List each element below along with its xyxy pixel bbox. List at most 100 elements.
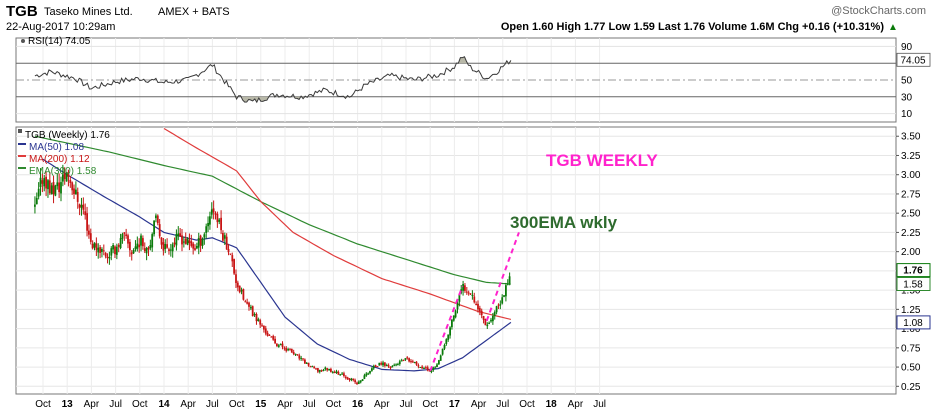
candle-body: [397, 364, 399, 366]
candle-body: [309, 366, 312, 368]
rsi-tick-label: 30: [901, 92, 913, 103]
candle-body: [279, 344, 282, 346]
date-tick-label: Oct: [35, 399, 51, 410]
candle-body: [281, 343, 284, 347]
candle-body: [48, 180, 51, 194]
candle-body: [235, 274, 237, 283]
candle-body: [475, 303, 477, 305]
candle-body: [147, 247, 150, 250]
candle-body: [400, 360, 403, 362]
candle-body: [357, 381, 360, 384]
price-tick-label: 0.75: [901, 343, 921, 354]
candle-body: [203, 234, 206, 238]
candle-body: [482, 316, 485, 320]
candle-body: [302, 358, 304, 360]
candle-body: [432, 367, 435, 371]
candle-body: [155, 215, 157, 219]
candle-body: [179, 233, 181, 237]
rsi-tick-label: 10: [901, 109, 913, 120]
candle-body: [220, 217, 222, 231]
price-grid: [16, 127, 896, 394]
candle-body: [227, 249, 230, 253]
candle-body: [127, 235, 129, 244]
candle-body: [242, 289, 245, 300]
price-tick-label: 2.50: [901, 209, 921, 220]
date-tick-label: Jul: [303, 399, 316, 410]
candle-body: [438, 360, 440, 365]
candle-body: [363, 375, 366, 379]
candle-body: [343, 373, 345, 376]
candle-body: [445, 339, 448, 344]
up-arrow-icon: ▲: [888, 22, 898, 33]
date-axis: Oct 13 Apr Jul Oct 14 Apr Jul Oct 15 Apr Jul Oct 16 Ap…: [35, 399, 606, 410]
candle-body: [320, 370, 323, 372]
candle-body: [318, 370, 321, 372]
candle-body: [331, 371, 334, 373]
candle-body: [162, 242, 165, 251]
candle-body: [175, 234, 178, 246]
candle-body: [84, 211, 87, 216]
candle-body: [317, 368, 319, 372]
candle-body: [272, 336, 275, 340]
candle-body: [274, 338, 276, 344]
candle-body: [296, 354, 299, 356]
date-tick-label: 14: [158, 399, 170, 410]
legend-price: TGB (Weekly) 1.76: [25, 130, 110, 141]
candle-body: [443, 345, 446, 349]
legend-ma200: MA(200) 1.12: [29, 154, 90, 165]
candle-body: [305, 362, 308, 364]
rsi-tick-label: 90: [901, 42, 913, 53]
candle-body: [458, 294, 461, 302]
candle-body: [402, 359, 405, 361]
date-tick-label: 13: [62, 399, 74, 410]
candle-body: [359, 380, 362, 383]
candle-body: [348, 378, 351, 380]
candle-body: [80, 205, 83, 208]
candle-body: [398, 361, 401, 365]
candle-body: [495, 306, 498, 313]
candle-body: [493, 312, 496, 317]
candle-body: [413, 362, 416, 364]
candle-body: [149, 245, 152, 249]
candle-body: [177, 233, 180, 237]
candle-body: [313, 366, 316, 369]
candle-body: [52, 182, 55, 195]
candle-body: [369, 371, 371, 374]
legend-ma200-swatch: [18, 155, 26, 157]
rsi-line: [34, 56, 512, 104]
candle-body: [69, 179, 72, 183]
candle-body: [86, 213, 88, 231]
candle-body: [447, 334, 450, 340]
candle-body: [505, 285, 507, 297]
candle-body: [56, 182, 59, 187]
candle-body: [441, 348, 444, 355]
candle-body: [382, 362, 384, 366]
rsi-legend-label: RSI(14) 74.05: [28, 36, 91, 47]
candle-body: [292, 352, 295, 354]
trend-line: [429, 285, 464, 372]
date-tick-label: Apr: [374, 399, 390, 410]
price-tick-label: 1.25: [901, 305, 921, 316]
candle-body: [184, 238, 187, 244]
date-tick-label: 15: [255, 399, 267, 410]
candle-body: [166, 244, 168, 248]
candle-body: [473, 296, 476, 303]
candle-body: [121, 234, 124, 239]
candle-body: [469, 293, 472, 295]
candle-body: [236, 282, 239, 288]
candle-body: [75, 189, 77, 195]
candle-body: [218, 219, 221, 222]
legend-square-icon: [18, 129, 22, 133]
price-axis: 3.503.253.002.752.502.252.001.751.501.25…: [896, 132, 921, 393]
date-tick-label: Apr: [84, 399, 100, 410]
candle-body: [415, 361, 418, 365]
candle-body: [34, 204, 36, 207]
candle-body: [73, 188, 75, 194]
date-tick-label: Apr: [277, 399, 293, 410]
candle-body: [212, 208, 215, 213]
candle-body: [82, 204, 85, 210]
candle-body: [101, 249, 103, 252]
candle-body: [426, 367, 429, 371]
candle-body: [406, 357, 409, 359]
candle-body: [339, 374, 342, 376]
